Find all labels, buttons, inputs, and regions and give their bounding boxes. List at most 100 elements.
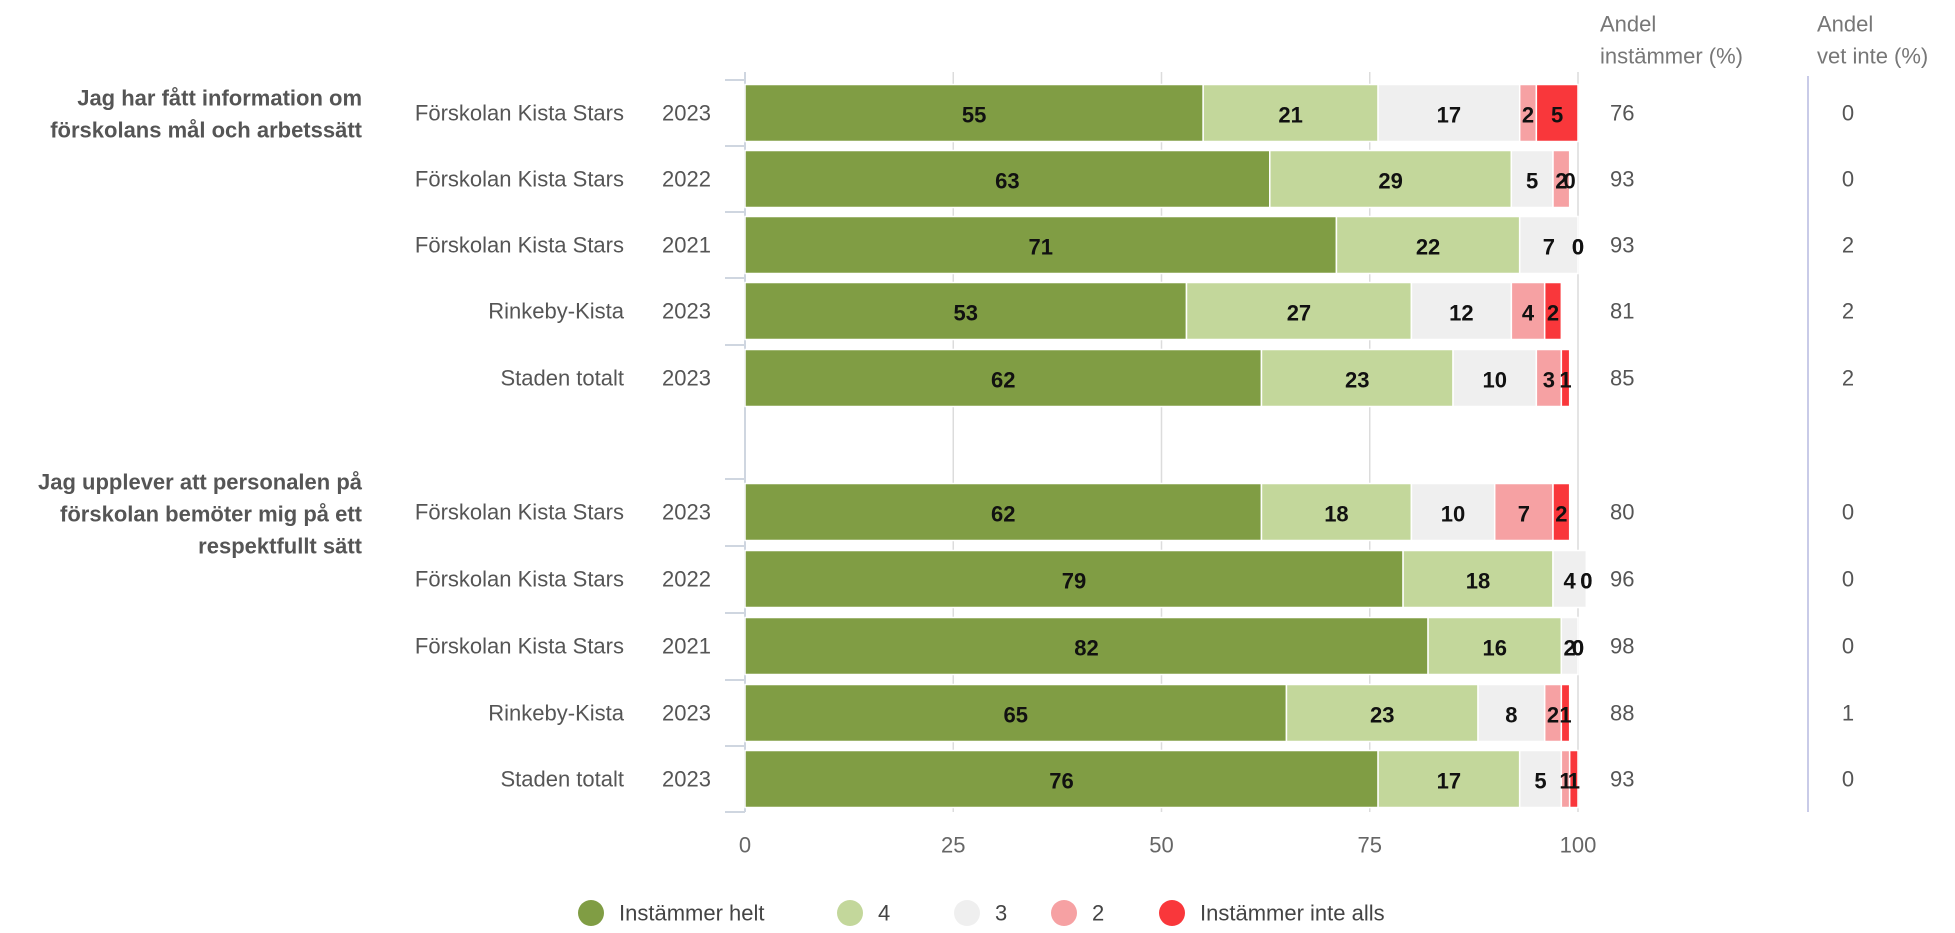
question-label: Jag har fått information om (77, 86, 362, 111)
andel-instammer-value: 76 (1610, 101, 1634, 126)
bar-value-label: 0 (1572, 235, 1584, 260)
bar-segment (1510, 281, 1546, 341)
row-year-label: 2023 (662, 500, 711, 525)
bar-value-label: 23 (1370, 703, 1394, 728)
bar-value-label: 3 (1543, 368, 1555, 393)
bar-value-label: 1 (1559, 769, 1571, 794)
bar-segment (1560, 616, 1579, 676)
legend-label: Instämmer inte alls (1200, 901, 1385, 926)
bar-segment (1427, 616, 1563, 676)
bar-value-label: 82 (1074, 636, 1098, 661)
bar-value-label: 27 (1287, 301, 1311, 326)
bar-segment (1202, 83, 1379, 143)
bar-segment (1410, 482, 1496, 542)
andel-vet-inte-value: 0 (1842, 167, 1854, 192)
bar-value-label: 71 (1028, 235, 1052, 260)
x-tick-label: 100 (1560, 833, 1597, 858)
andel-instammer-header-line: instämmer (%) (1600, 44, 1743, 69)
bar-value-label: 65 (1003, 703, 1027, 728)
bar-segment (1269, 149, 1513, 209)
bar-value-label: 21 (1278, 103, 1302, 128)
question-label: respektfullt sätt (198, 534, 362, 559)
andel-instammer-value: 96 (1610, 567, 1634, 592)
bar-segment (744, 616, 1429, 676)
andel-vet-inte-value: 2 (1842, 366, 1854, 391)
andel-vet-inte-value: 0 (1842, 767, 1854, 792)
bar-value-label: 0 (1572, 636, 1584, 661)
andel-instammer-header-line: Andel (1600, 12, 1656, 37)
bar-value-label: 18 (1466, 569, 1490, 594)
bar-segment (1552, 149, 1571, 209)
andel-vet-inte-value: 0 (1842, 567, 1854, 592)
bar-value-label: 7 (1543, 235, 1555, 260)
bar-segment (1568, 749, 1579, 809)
legend-label: 4 (878, 901, 890, 926)
bar-value-label: 12 (1449, 301, 1473, 326)
bar-segment (1185, 281, 1413, 341)
bar-segment (744, 281, 1188, 341)
bar-value-label: 5 (1551, 103, 1563, 128)
bar-segment (1260, 348, 1454, 408)
andel-vet-inte-value: 2 (1842, 299, 1854, 324)
row-unit-label: Förskolan Kista Stars (415, 634, 624, 659)
bar-segment (1285, 683, 1479, 743)
legend-marker (954, 900, 980, 926)
legend-label: 2 (1092, 901, 1104, 926)
andel-instammer-value: 80 (1610, 500, 1634, 525)
bar-segment (1543, 281, 1563, 341)
bar-segment (1410, 281, 1513, 341)
andel-instammer-value: 85 (1610, 366, 1634, 391)
bar-segment (744, 215, 1338, 275)
andel-instammer-value: 98 (1610, 634, 1634, 659)
bar-value-label: 0 (1580, 569, 1592, 594)
bar-value-label: 2 (1547, 703, 1559, 728)
bar-segment (1535, 83, 1579, 143)
bar-segment (744, 83, 1204, 143)
bar-value-label: 8 (1505, 703, 1517, 728)
legend-marker (1051, 900, 1077, 926)
andel-instammer-value: 93 (1610, 233, 1634, 258)
row-unit-label: Förskolan Kista Stars (415, 500, 624, 525)
bar-segment (1377, 749, 1521, 809)
bar-value-label: 1 (1559, 368, 1571, 393)
bar-value-label: 0 (1580, 569, 1592, 594)
legend-marker (1159, 900, 1185, 926)
row-unit-label: Staden totalt (500, 366, 624, 391)
bar-segment (1477, 683, 1546, 743)
bar-value-label: 1 (1559, 703, 1571, 728)
legend-label: Instämmer helt (619, 901, 765, 926)
row-year-label: 2023 (662, 701, 711, 726)
bar-segment (1518, 215, 1579, 275)
bar-segment (1552, 549, 1588, 609)
bar-segment (1335, 215, 1521, 275)
andel-vet-inte-value: 1 (1842, 701, 1854, 726)
row-year-label: 2023 (662, 767, 711, 792)
row-year-label: 2022 (662, 167, 711, 192)
andel-instammer-value: 93 (1610, 767, 1634, 792)
row-year-label: 2023 (662, 299, 711, 324)
row-unit-label: Förskolan Kista Stars (415, 101, 624, 126)
x-tick-label: 50 (1149, 833, 1173, 858)
bar-value-label: 76 (1049, 769, 1073, 794)
bar-segment (1402, 549, 1554, 609)
bar-segment (1260, 482, 1413, 542)
bar-segment (1493, 482, 1554, 542)
row-year-label: 2021 (662, 634, 711, 659)
bar-segment (1560, 683, 1571, 743)
bar-value-label: 5 (1534, 769, 1546, 794)
bar-value-label: 29 (1378, 169, 1402, 194)
bar-value-label: 0 (1572, 235, 1584, 260)
bar-value-label: 10 (1482, 368, 1506, 393)
bar-segment (1377, 83, 1521, 143)
question-label: Jag upplever att personalen på (38, 470, 363, 495)
bar-value-label: 55 (962, 103, 986, 128)
question-label: förskolan bemöter mig på ett (60, 502, 363, 527)
bar-segment (1560, 348, 1571, 408)
andel-vet-inte-value: 2 (1842, 233, 1854, 258)
row-unit-label: Förskolan Kista Stars (415, 167, 624, 192)
andel-vet-inte-header-line: vet inte (%) (1817, 44, 1928, 69)
andel-vet-inte-header-line: Andel (1817, 12, 1873, 37)
bar-value-label: 1 (1568, 769, 1580, 794)
bar-value-label: 17 (1437, 103, 1461, 128)
